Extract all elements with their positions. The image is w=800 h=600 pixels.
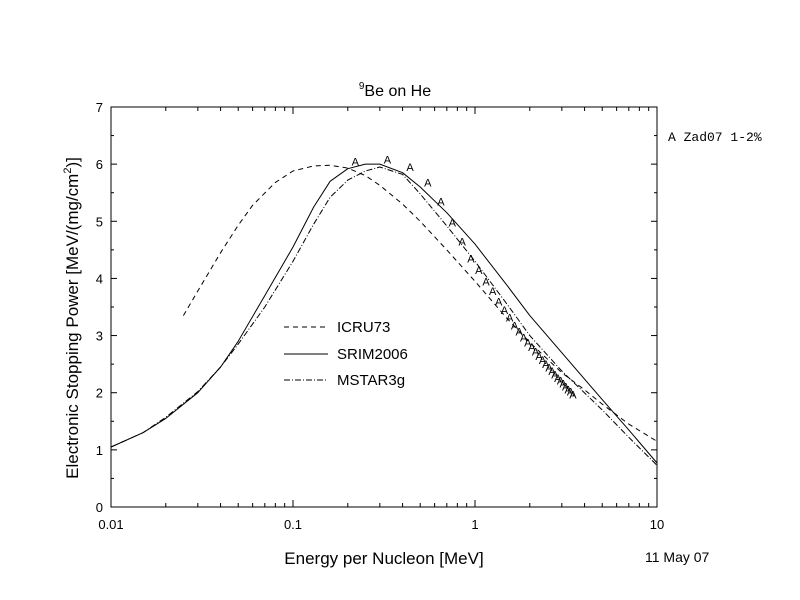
data-marker: A bbox=[569, 389, 577, 401]
data-marker: A bbox=[545, 363, 553, 375]
data-marker: A bbox=[524, 337, 532, 349]
y-tick-label: 2 bbox=[96, 386, 103, 401]
data-marker: A bbox=[551, 369, 559, 381]
y-axis-label-suffix: )] bbox=[63, 157, 82, 167]
legend: ICRU73 SRIM2006 MSTAR3g bbox=[284, 319, 408, 389]
x-axis-label: Energy per Nucleon [MeV] bbox=[284, 549, 483, 568]
y-tick-label: 5 bbox=[96, 214, 103, 229]
data-marker: A bbox=[384, 155, 392, 167]
y-tick-label: 0 bbox=[96, 500, 103, 515]
x-tick-label: 10 bbox=[650, 517, 664, 532]
data-marker: A bbox=[516, 327, 524, 339]
y-tick-label: 1 bbox=[96, 443, 103, 458]
data-marker: A bbox=[520, 332, 528, 344]
y-tick-label: 4 bbox=[96, 271, 103, 286]
data-marker: A bbox=[449, 217, 457, 229]
y-axis-label-main: Electronic Stopping Power [MeV/(mg/cm bbox=[63, 174, 82, 479]
date-stamp: 11 May 07 bbox=[645, 549, 710, 565]
y-tick-label: 7 bbox=[96, 100, 103, 115]
x-tick-label: 0.01 bbox=[98, 517, 123, 532]
data-marker: A bbox=[467, 253, 475, 265]
data-marker: A bbox=[475, 265, 483, 277]
plot-frame bbox=[110, 106, 658, 508]
legend-label-icru73: ICRU73 bbox=[337, 319, 390, 336]
data-marker: A bbox=[548, 366, 556, 378]
data-marker: A bbox=[554, 373, 562, 385]
series-lines bbox=[110, 163, 658, 466]
data-marker: A bbox=[458, 236, 466, 248]
series-line-icru73 bbox=[182, 164, 658, 442]
data-marker: A bbox=[437, 196, 445, 208]
y-axis-label-superscript: 2 bbox=[62, 168, 74, 174]
data-marker: A bbox=[406, 162, 414, 174]
data-marker: A bbox=[495, 296, 503, 308]
data-marker: A bbox=[532, 347, 540, 359]
y-tick-label: 6 bbox=[96, 157, 103, 172]
data-marker: A bbox=[511, 320, 519, 332]
chart-title: 9Be on He bbox=[359, 81, 431, 100]
series-line-mstar3g bbox=[110, 166, 658, 466]
data-marker: A bbox=[528, 342, 536, 354]
data-marker: A bbox=[489, 286, 497, 298]
data-marker: A bbox=[535, 351, 543, 363]
y-axis-label: Electronic Stopping Power [MeV/(mg/cm2)] bbox=[62, 157, 82, 479]
series-line-srim2006 bbox=[110, 163, 658, 464]
y-tick-label: 3 bbox=[96, 329, 103, 344]
x-axis: 0.01 0.1 1 10 bbox=[98, 107, 664, 532]
legend-label-srim2006: SRIM2006 bbox=[337, 346, 408, 363]
title-main: Be on He bbox=[364, 83, 431, 100]
data-marker: A bbox=[542, 359, 550, 371]
title-superscript: 9 bbox=[359, 81, 365, 92]
data-marker: A bbox=[567, 387, 575, 399]
data-marker: A bbox=[424, 177, 432, 189]
marker-legend-label: A Zad07 1-2% bbox=[668, 130, 762, 145]
data-marker: A bbox=[501, 305, 509, 317]
data-marker: A bbox=[562, 381, 570, 393]
data-marker: A bbox=[352, 156, 360, 168]
data-marker: A bbox=[557, 376, 565, 388]
y-axis: 0 1 2 3 4 5 6 7 bbox=[96, 100, 657, 515]
data-marker: A bbox=[564, 384, 572, 396]
x-tick-label: 0.1 bbox=[284, 517, 302, 532]
data-marker: A bbox=[482, 276, 490, 288]
data-marker: A bbox=[506, 312, 514, 324]
legend-label-mstar3g: MSTAR3g bbox=[337, 372, 405, 389]
data-marker: A bbox=[539, 355, 547, 367]
data-marker: A bbox=[559, 379, 567, 391]
x-tick-label: 1 bbox=[471, 517, 478, 532]
